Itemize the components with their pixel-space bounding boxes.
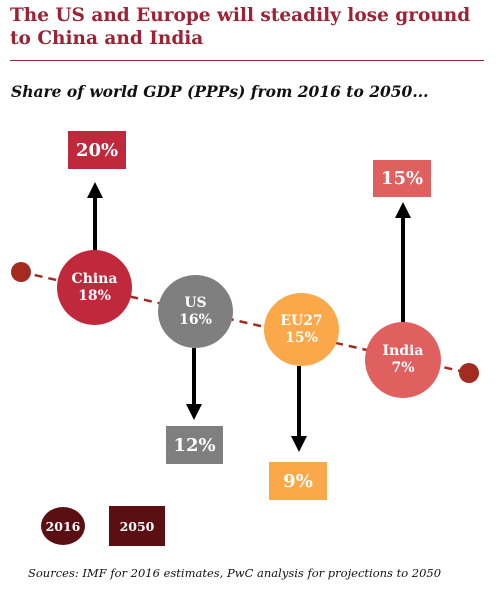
country-name: India [382,343,424,359]
share-2016: 18% [78,287,111,304]
subtitle: Share of world GDP (PPPs) from 2016 to 2… [11,82,429,101]
country-circle-us: US 16% [158,275,233,348]
country-circle-china: China 18% [57,250,132,325]
country-circle-eu27: EU27 15% [264,293,339,366]
trend-end-dot [459,363,479,383]
country-name: EU27 [280,312,323,329]
legend-2016-circle: 2016 [41,507,85,545]
share-2050-box-china: 20% [68,131,126,169]
trend-start-dot [11,262,31,282]
title-divider [10,60,484,61]
share-2050-box-eu27: 9% [269,462,327,500]
share-2016: 15% [285,329,318,346]
legend-2050-box: 2050 [109,506,165,546]
country-name: US [184,294,207,311]
share-2050-box-india: 15% [373,160,431,197]
country-circle-india: India 7% [365,322,441,398]
country-name: China [71,270,118,287]
share-2016: 7% [391,360,415,376]
share-2016: 16% [179,311,212,328]
page-title: The US and Europe will steadily lose gro… [10,5,471,49]
share-2050-box-us: 12% [166,426,223,464]
source-note: Sources: IMF for 2016 estimates, PwC ana… [28,566,442,580]
